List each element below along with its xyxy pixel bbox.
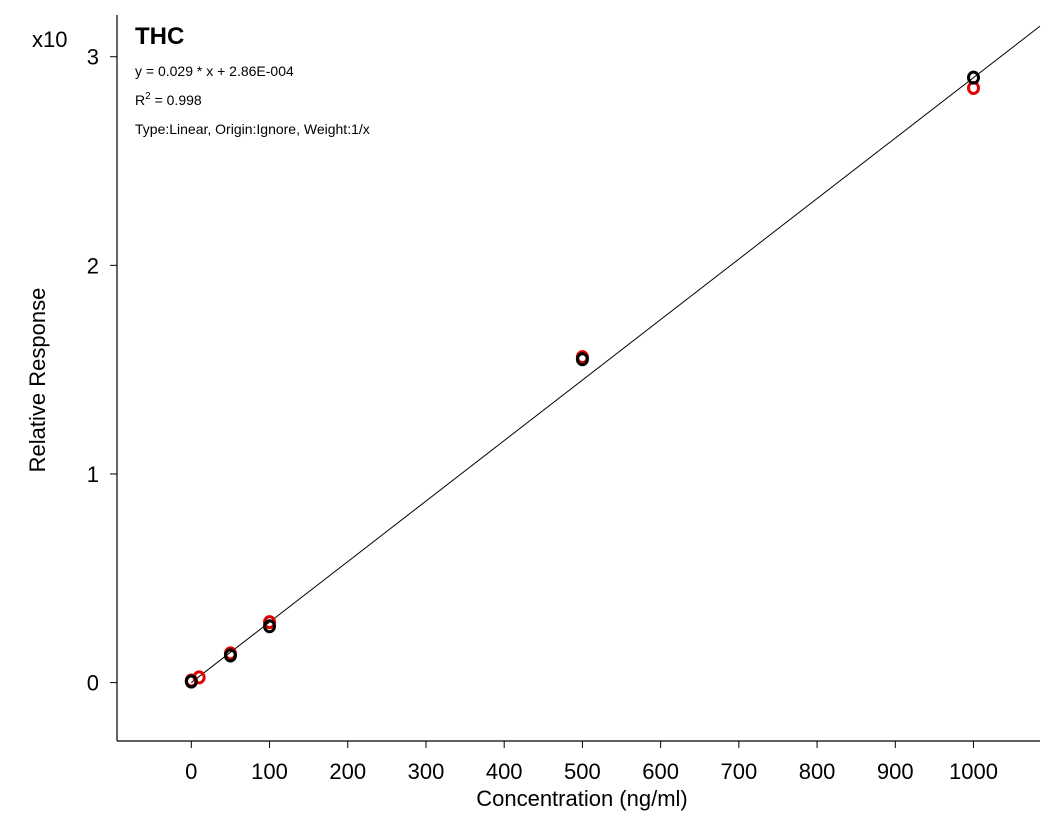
x-tick-label: 300 <box>408 759 445 784</box>
r-squared-prefix: R <box>135 92 145 108</box>
x-tick-label: 400 <box>486 759 523 784</box>
y-multiplier-label: x10 <box>32 27 67 52</box>
y-axis: 0 1 2 3 <box>87 15 118 741</box>
x-axis: 0 100 200 300 400 500 600 700 800 900 1000 <box>117 740 1040 784</box>
x-tick-label: 200 <box>329 759 366 784</box>
y-tick-label: 2 <box>87 253 99 278</box>
data-point-series-2 <box>263 619 277 634</box>
x-tick-label: 100 <box>251 759 288 784</box>
fit-line-layer <box>191 25 1041 683</box>
x-tick-label: 1000 <box>949 759 998 784</box>
x-tick-label: 0 <box>185 759 197 784</box>
x-tick-label: 900 <box>877 759 914 784</box>
r-squared: R2 = 0.998 <box>135 91 202 108</box>
data-points <box>184 70 981 689</box>
y-tick-label: 0 <box>87 671 99 696</box>
x-tick-label: 800 <box>799 759 836 784</box>
data-point-series-2 <box>223 648 237 663</box>
y-axis-title: Relative Response <box>25 288 50 473</box>
data-point-series-2 <box>967 70 981 85</box>
x-axis-title: Concentration (ng/ml) <box>476 786 688 811</box>
r-squared-superscript: 2 <box>145 91 151 102</box>
data-point-series-2 <box>575 352 589 367</box>
x-tick-label: 700 <box>720 759 757 784</box>
y-tick-label: 3 <box>87 45 99 70</box>
fit-line <box>191 25 1041 683</box>
x-tick-label: 600 <box>642 759 679 784</box>
chart-title: THC <box>135 23 184 50</box>
x-tick-label: 500 <box>564 759 601 784</box>
fit-info: Type:Linear, Origin:Ignore, Weight:1/x <box>135 121 370 137</box>
data-point-series-2 <box>184 674 198 689</box>
y-ticks: 0 1 2 3 <box>87 45 117 696</box>
y-tick-label: 1 <box>87 462 99 487</box>
fit-equation: y = 0.029 * x + 2.86E-004 <box>135 63 294 79</box>
x-ticks: 0 100 200 300 400 500 600 700 800 900 1000 <box>185 741 998 784</box>
r-squared-value: = 0.998 <box>151 92 202 108</box>
